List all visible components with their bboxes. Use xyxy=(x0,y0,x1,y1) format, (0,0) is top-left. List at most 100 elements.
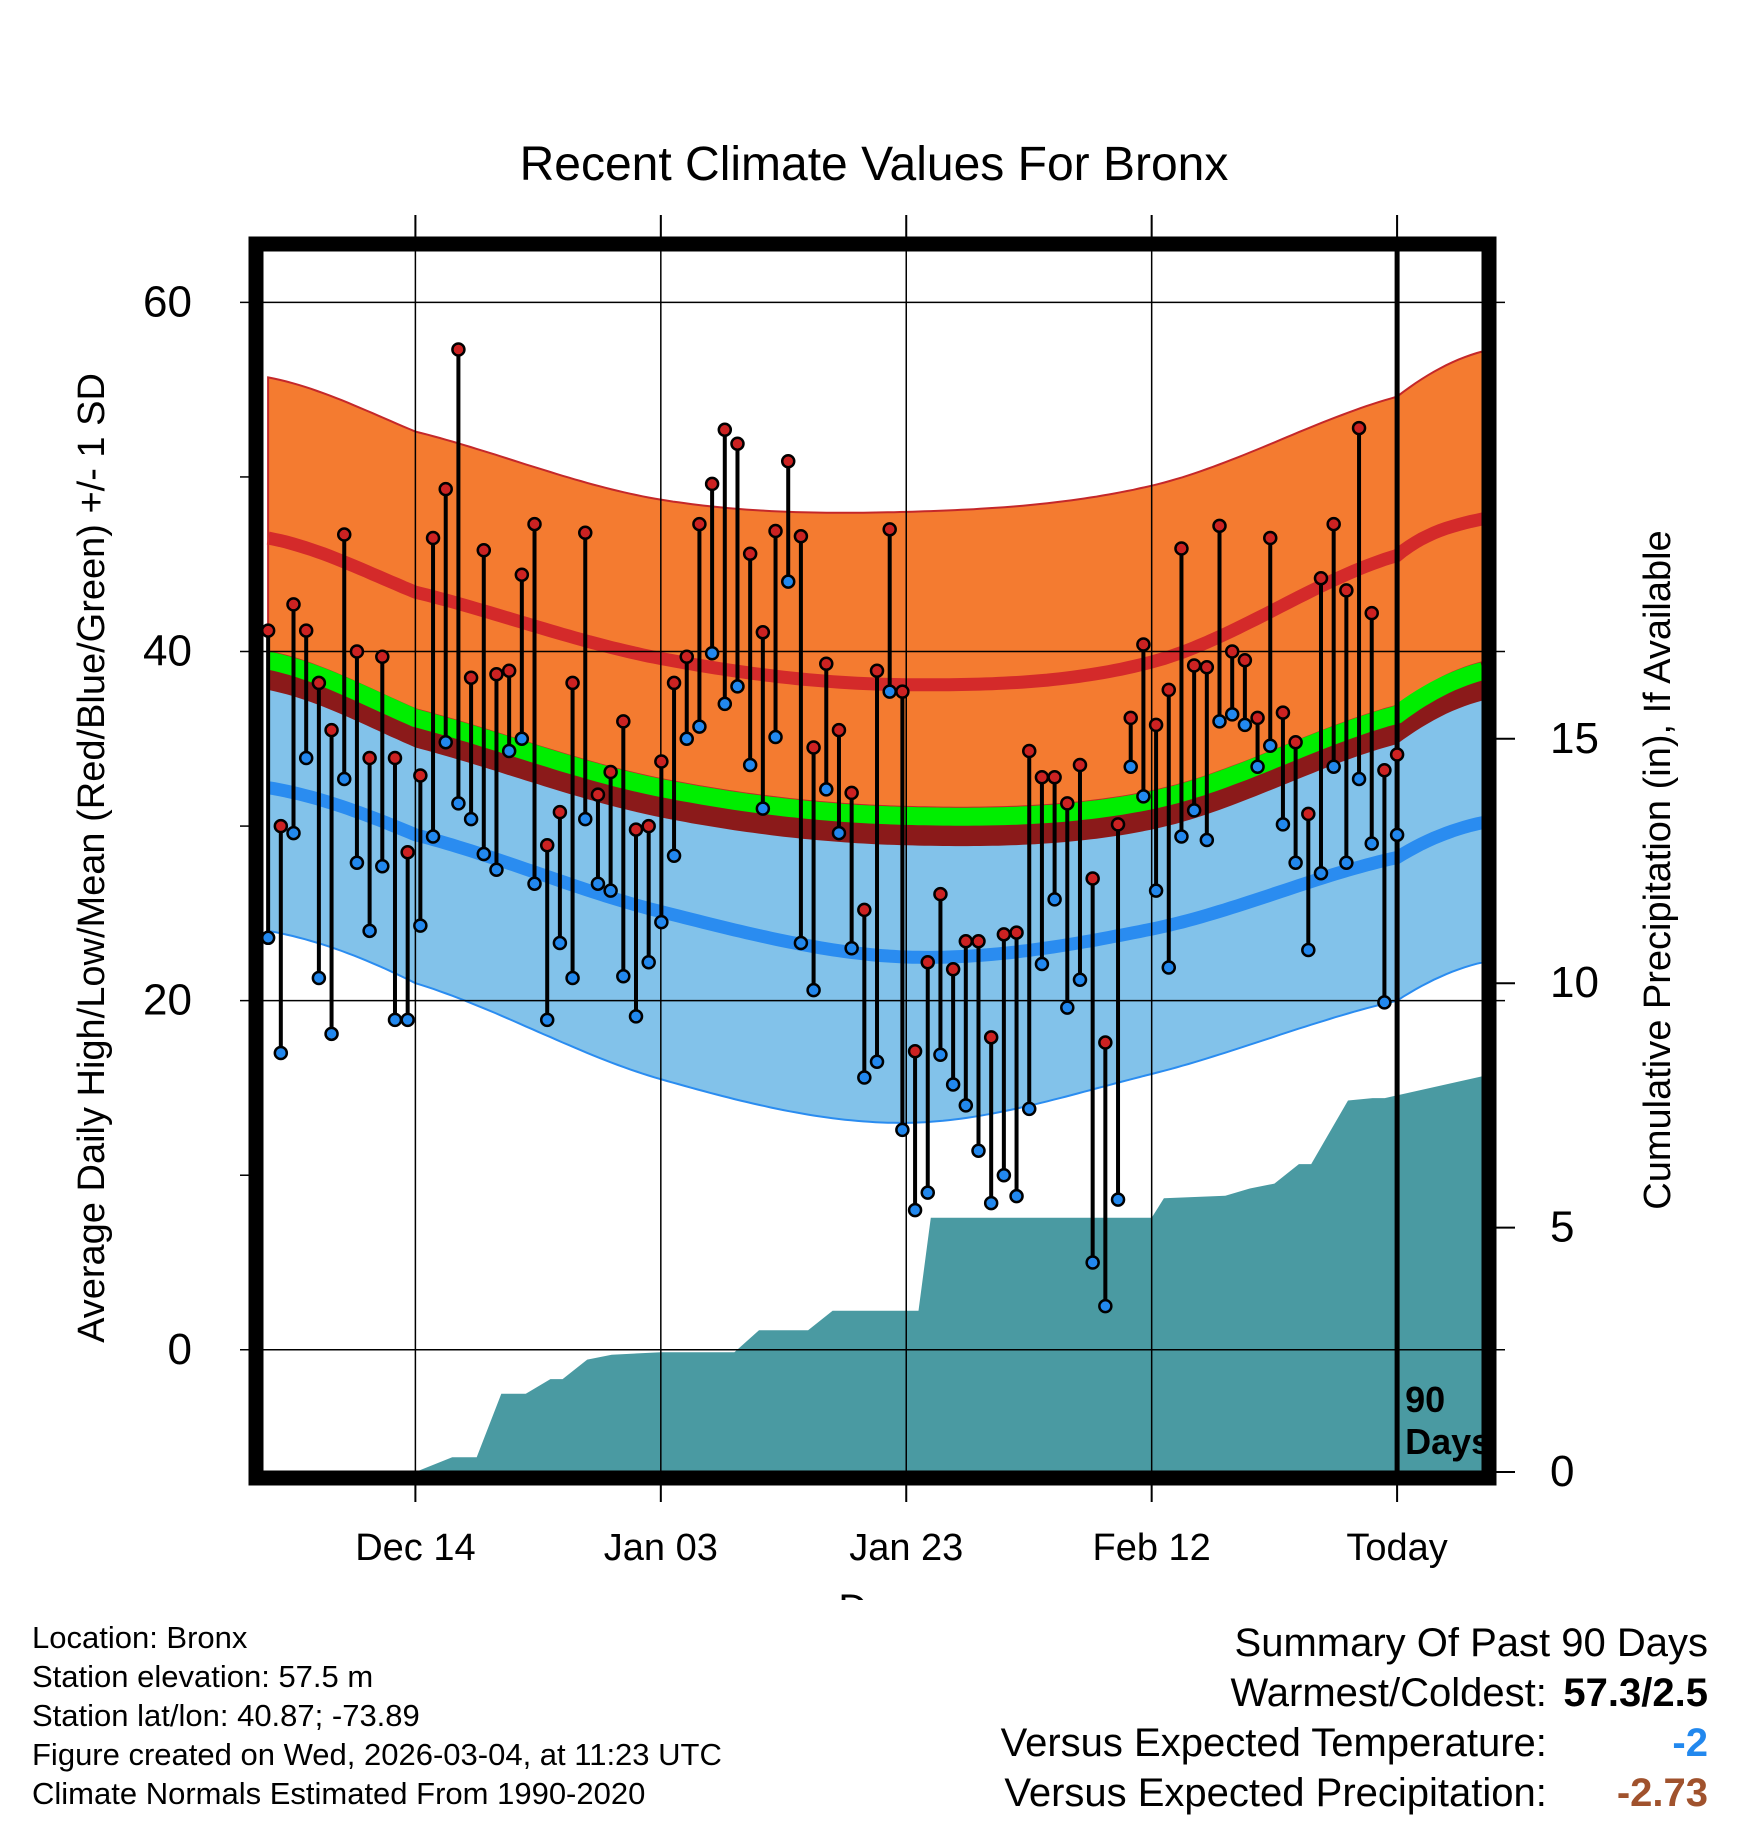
high-point xyxy=(324,722,339,738)
high-point xyxy=(1224,644,1240,659)
low-point xyxy=(819,782,834,797)
low-point xyxy=(793,935,809,951)
station-info: Location: Bronx Station elevation: 57.5 … xyxy=(32,1618,722,1813)
low-point xyxy=(768,729,783,745)
high-point xyxy=(1136,637,1151,652)
y2-axis-label: Cumulative Precipitation (in), If Availa… xyxy=(1637,530,1679,1209)
x-tick-label: Jan 23 xyxy=(849,1527,963,1569)
y2-tick-label: 15 xyxy=(1550,714,1599,763)
high-point xyxy=(882,522,897,537)
precip-vs-expected-label: Versus Expected Precipitation: xyxy=(1004,1771,1547,1815)
low-point xyxy=(933,1047,948,1063)
location-text: Location: Bronx xyxy=(32,1620,248,1655)
high-point xyxy=(565,675,580,691)
high-point xyxy=(260,623,276,638)
high-point xyxy=(489,666,504,682)
high-point xyxy=(869,663,885,678)
y2-tick-label: 10 xyxy=(1550,958,1599,1007)
high-point xyxy=(400,845,415,860)
low-point xyxy=(286,825,301,841)
low-point xyxy=(806,982,821,998)
high-point xyxy=(679,649,694,665)
low-point xyxy=(1313,865,1329,881)
high-point xyxy=(463,670,479,685)
high-point xyxy=(1377,762,1392,778)
created-text: Figure created on Wed, 2026-03-04, at 11… xyxy=(32,1737,722,1772)
low-point xyxy=(895,1122,910,1138)
high-point xyxy=(806,740,821,755)
low-point xyxy=(1072,972,1088,987)
high-point xyxy=(273,818,289,834)
high-point xyxy=(628,822,644,837)
low-point xyxy=(298,750,314,766)
precip-cumulative-area xyxy=(268,1076,1484,1472)
high-point xyxy=(641,818,656,834)
low-point xyxy=(780,574,796,589)
high-point xyxy=(1161,682,1177,698)
low-point xyxy=(1364,836,1379,851)
low-point xyxy=(641,955,656,970)
low-point xyxy=(387,1012,403,1028)
low-point xyxy=(971,1143,986,1159)
low-point xyxy=(501,743,517,759)
low-point xyxy=(983,1195,999,1211)
high-point xyxy=(375,649,390,665)
high-point xyxy=(1072,757,1088,773)
high-point xyxy=(1047,769,1062,785)
high-point xyxy=(514,567,530,582)
low-point xyxy=(1136,789,1151,804)
high-point xyxy=(1275,705,1291,720)
low-point xyxy=(1326,759,1341,774)
high-point xyxy=(387,750,403,766)
high-point xyxy=(349,644,365,659)
high-point xyxy=(336,527,352,542)
elevation-text: Station elevation: 57.5 m xyxy=(32,1659,374,1694)
high-point xyxy=(1212,518,1227,534)
low-point xyxy=(375,858,390,874)
high-point xyxy=(501,663,517,678)
low-point xyxy=(882,684,897,699)
y2-tick-label: 0 xyxy=(1550,1447,1574,1496)
high-point xyxy=(1021,743,1037,759)
low-point xyxy=(730,679,745,694)
low-point xyxy=(920,1185,936,1200)
high-point xyxy=(654,754,669,769)
low-point xyxy=(1389,827,1405,843)
low-point xyxy=(349,855,365,870)
high-point xyxy=(311,675,327,691)
high-point xyxy=(1110,817,1126,832)
low-point xyxy=(1085,1255,1100,1270)
low-point xyxy=(1060,1000,1075,1015)
low-point xyxy=(717,696,733,712)
low-point xyxy=(945,1077,961,1092)
x-tick-label: Today xyxy=(1346,1527,1447,1569)
low-point xyxy=(742,757,758,773)
high-point xyxy=(996,927,1012,942)
high-point xyxy=(920,955,936,970)
x-axis-label: Day xyxy=(838,1587,909,1600)
y-tick-label: 40 xyxy=(143,627,192,676)
low-point xyxy=(1199,832,1215,848)
precip-vs-expected-value: -2.73 xyxy=(1616,1771,1708,1815)
low-point xyxy=(489,862,504,877)
high-point xyxy=(286,597,301,612)
low-point xyxy=(1351,771,1367,787)
high-point xyxy=(692,516,707,532)
low-point xyxy=(578,811,593,827)
low-point xyxy=(311,970,327,986)
low-point xyxy=(1224,707,1240,722)
high-point xyxy=(1085,871,1100,886)
low-point xyxy=(438,735,453,750)
low-point xyxy=(1275,817,1291,832)
low-point xyxy=(692,719,707,734)
high-point xyxy=(983,1030,999,1045)
low-point xyxy=(1237,717,1253,733)
low-point xyxy=(476,846,492,862)
high-point xyxy=(527,516,542,532)
low-point xyxy=(425,829,441,844)
low-point xyxy=(616,968,631,984)
high-point xyxy=(1123,710,1138,726)
high-point xyxy=(755,625,771,640)
low-point xyxy=(869,1054,885,1070)
y-tick-label: 0 xyxy=(168,1325,192,1374)
